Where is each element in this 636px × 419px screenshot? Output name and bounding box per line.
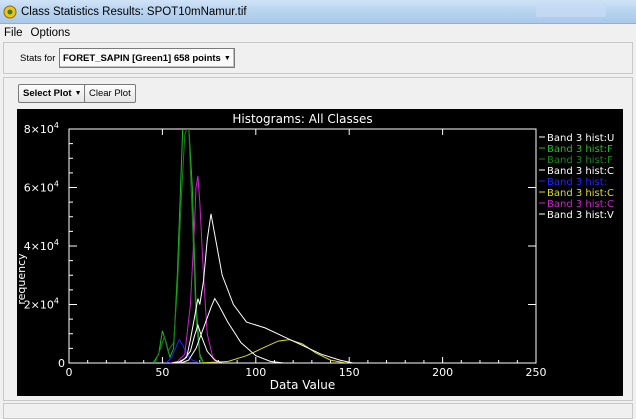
plot-frame bbox=[68, 128, 537, 364]
select-plot-button[interactable]: Select Plot ▼ bbox=[18, 84, 87, 103]
y-tick-label: 4×104 bbox=[24, 238, 59, 253]
clear-plot-button[interactable]: Clear Plot bbox=[84, 84, 136, 103]
series-line-2 bbox=[165, 338, 200, 363]
stats-class-value: FORET_SAPIN [Green1] 658 points bbox=[63, 52, 221, 64]
series-line-7 bbox=[177, 323, 223, 363]
x-tick-label: 200 bbox=[432, 366, 453, 379]
menu-options[interactable]: Options bbox=[30, 26, 71, 39]
window-title: Class Statistics Results: SPOT10mNamur.t… bbox=[21, 5, 247, 18]
y-tick-label: 0 bbox=[58, 357, 65, 370]
series-line-4 bbox=[199, 339, 346, 363]
legend-label: Band 3 hist:C bbox=[547, 166, 614, 177]
select-plot-label: Select Plot bbox=[23, 88, 72, 99]
dropdown-arrow-icon: ▼ bbox=[74, 90, 82, 97]
legend-label: Band 3 hist:U bbox=[547, 133, 614, 144]
status-bar bbox=[3, 403, 633, 419]
stats-class-dropdown[interactable]: FORET_SAPIN [Green1] 658 points ▼ bbox=[59, 48, 235, 68]
x-axis-label: Data Value bbox=[270, 378, 335, 392]
legend-label: Band 3 hist: bbox=[547, 177, 607, 188]
stats-for-label: Stats for bbox=[20, 53, 56, 64]
series-line-1 bbox=[154, 129, 204, 363]
series-line-6 bbox=[180, 297, 284, 363]
app-icon bbox=[3, 5, 17, 18]
x-tick-label: 250 bbox=[526, 366, 547, 379]
legend-label: Band 3 hist:F bbox=[547, 144, 613, 155]
series-line-0 bbox=[152, 129, 204, 363]
stats-panel: Stats for FORET_SAPIN [Green1] 658 point… bbox=[3, 42, 633, 74]
legend-label: Band 3 hist:C bbox=[547, 188, 614, 199]
x-tick-label: 50 bbox=[155, 366, 169, 379]
x-tick-label: 100 bbox=[245, 366, 266, 379]
histogram-plot[interactable]: Histograms: All Classes 0 50 100 150 200 250 Da… bbox=[17, 109, 623, 396]
series-line-5 bbox=[171, 213, 354, 363]
menu-file[interactable]: File bbox=[4, 26, 23, 39]
y-axis-label: requency bbox=[17, 253, 28, 305]
chart-title: Histograms: All Classes bbox=[232, 112, 372, 126]
legend-label: Band 3 hist:F bbox=[547, 155, 613, 166]
y-tick-label: 8×104 bbox=[24, 121, 59, 136]
title-bar: Class Statistics Results: SPOT10mNamur.t… bbox=[0, 0, 636, 24]
dropdown-arrow-icon: ▼ bbox=[223, 54, 231, 62]
x-tick-label: 0 bbox=[66, 366, 73, 379]
histogram-chart: Histograms: All Classes 0 50 100 150 200 250 Da… bbox=[17, 112, 614, 392]
y-tick-label: 6×104 bbox=[24, 180, 59, 195]
x-tick-label: 150 bbox=[339, 366, 360, 379]
series-line-3 bbox=[169, 175, 219, 363]
menu-bar: File Options bbox=[0, 24, 636, 41]
legend-label: Band 3 hist:V bbox=[547, 210, 614, 221]
plot-panel: Select Plot ▼ Clear Plot Histograms: All… bbox=[3, 77, 633, 401]
legend-label: Band 3 hist:C bbox=[547, 199, 614, 210]
y-tick-label: 2×104 bbox=[24, 297, 59, 312]
window-controls[interactable] bbox=[536, 5, 606, 17]
